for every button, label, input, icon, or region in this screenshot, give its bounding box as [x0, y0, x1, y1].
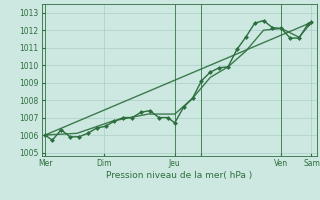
X-axis label: Pression niveau de la mer( hPa ): Pression niveau de la mer( hPa )	[106, 171, 252, 180]
